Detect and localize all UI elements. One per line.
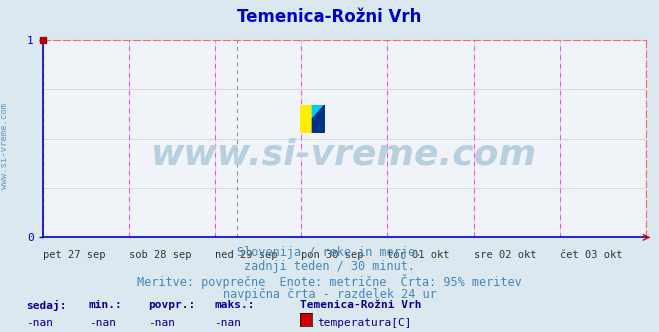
Text: tor 01 okt: tor 01 okt — [387, 250, 450, 260]
Text: ned 29 sep: ned 29 sep — [215, 250, 277, 260]
Text: čet 03 okt: čet 03 okt — [559, 250, 622, 260]
Text: pon 30 sep: pon 30 sep — [301, 250, 364, 260]
Polygon shape — [312, 105, 325, 133]
Text: temperatura[C]: temperatura[C] — [318, 318, 412, 328]
Text: Slovenija / reke in morje.: Slovenija / reke in morje. — [237, 246, 422, 259]
Text: sre 02 okt: sre 02 okt — [474, 250, 536, 260]
Text: Meritve: povprečne  Enote: metrične  Črta: 95% meritev: Meritve: povprečne Enote: metrične Črta:… — [137, 274, 522, 289]
Text: www.si-vreme.com: www.si-vreme.com — [0, 103, 9, 189]
Text: -nan: -nan — [148, 318, 175, 328]
Polygon shape — [312, 105, 325, 119]
Text: maks.:: maks.: — [214, 300, 254, 310]
Text: -nan: -nan — [89, 318, 116, 328]
Text: sob 28 sep: sob 28 sep — [129, 250, 192, 260]
Text: min.:: min.: — [89, 300, 123, 310]
Text: www.si-vreme.com: www.si-vreme.com — [152, 137, 537, 171]
Text: navpična črta - razdelek 24 ur: navpična črta - razdelek 24 ur — [223, 288, 436, 300]
Polygon shape — [300, 105, 312, 133]
Text: Temenica-Rožni Vrh: Temenica-Rožni Vrh — [300, 300, 421, 310]
Text: -nan: -nan — [26, 318, 53, 328]
Text: sedaj:: sedaj: — [26, 300, 67, 311]
Text: povpr.:: povpr.: — [148, 300, 196, 310]
Text: zadnji teden / 30 minut.: zadnji teden / 30 minut. — [244, 260, 415, 273]
Text: Temenica-Rožni Vrh: Temenica-Rožni Vrh — [237, 8, 422, 26]
Text: pet 27 sep: pet 27 sep — [43, 250, 105, 260]
Text: -nan: -nan — [214, 318, 241, 328]
